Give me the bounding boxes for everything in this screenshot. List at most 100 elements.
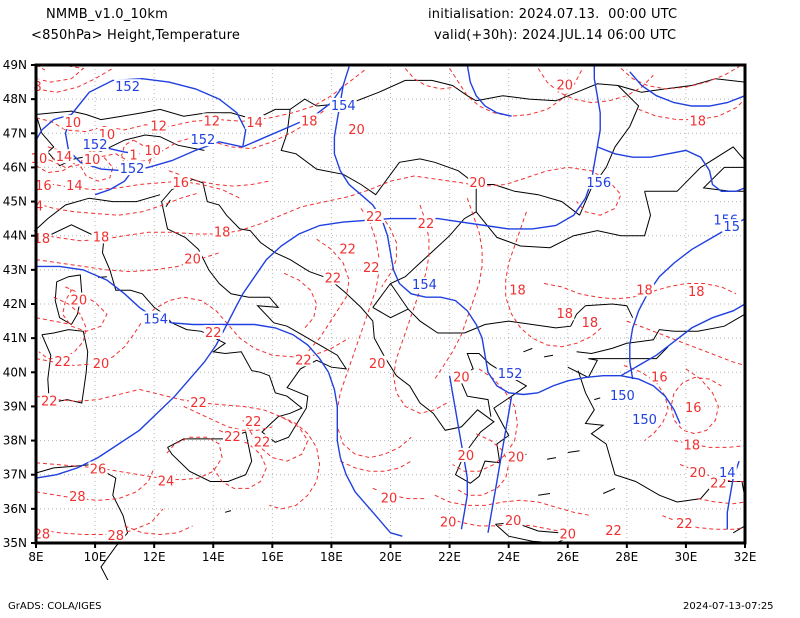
- y-tick-label: 40N: [3, 365, 27, 379]
- y-tick-label: 38N: [3, 434, 27, 448]
- temperature-contour-label: 22: [41, 394, 58, 409]
- x-tick-label: 10E: [84, 550, 107, 564]
- temperature-contour-label: 20: [458, 449, 475, 464]
- temperature-contour-label: 18: [689, 114, 706, 129]
- temperature-contour-label: 1: [129, 148, 137, 163]
- y-tick-label: 49N: [3, 58, 27, 72]
- temperature-contour-label: 18: [582, 316, 599, 331]
- temperature-contour-label: 22: [363, 261, 380, 276]
- height-contour-label: 15: [723, 220, 740, 235]
- temperature-contour-label: 22: [418, 217, 435, 232]
- temperature-contour-label: 14: [246, 116, 263, 131]
- temperature-contour-label: 4: [35, 200, 43, 215]
- height-contour-label: 152: [190, 133, 215, 148]
- temperature-contour-label: 28: [69, 490, 86, 505]
- temperature-contour-label: 18: [636, 283, 653, 298]
- model-title: NMMB_v1.0_10km: [46, 7, 168, 22]
- y-tick-label: 45N: [3, 195, 27, 209]
- height-contour-label: 152: [115, 80, 140, 95]
- temperature-contour-label: 22: [605, 524, 622, 539]
- x-tick-label: 32E: [734, 550, 757, 564]
- temperature-contour-label: 18: [684, 439, 701, 454]
- y-tick-label: 46N: [3, 160, 27, 174]
- temperature-contour-label: 20: [440, 516, 457, 531]
- temperature-contour-label: 20: [184, 253, 201, 268]
- temperature-contour-label: 10: [84, 153, 101, 168]
- y-tick-label: 47N: [3, 126, 27, 140]
- temperature-contour-label: 22: [366, 210, 383, 225]
- height-contour-label: 154: [412, 278, 437, 293]
- temperature-contour-label: 18: [34, 232, 51, 247]
- height-contour-label: 14: [719, 466, 736, 481]
- temperature-contour-label: 20: [559, 527, 576, 542]
- x-tick-label: 18E: [320, 550, 343, 564]
- height-contour-labels: 1521521521521541561561541541521501501415: [81, 79, 742, 481]
- temperature-contour-label: 20: [381, 492, 398, 507]
- temperature-contour-label: 18: [688, 285, 705, 300]
- height-contour-label: 152: [83, 138, 108, 153]
- temperature-contour-label: 24: [158, 475, 175, 490]
- temperature-contour-label: 14: [56, 150, 73, 165]
- temperature-contour-label: 20: [508, 451, 525, 466]
- y-tick-label: 39N: [3, 399, 27, 413]
- temperature-contour-label: 18: [509, 283, 526, 298]
- temperature-contour-label: 22: [254, 435, 271, 450]
- initialisation-time: initialisation: 2024.07.13. 00:00 UTC: [428, 7, 678, 22]
- x-tick-label: 16E: [261, 550, 284, 564]
- height-contour-label: 152: [498, 367, 523, 382]
- temperature-contour-label: 16: [35, 179, 52, 194]
- y-tick-label: 44N: [3, 229, 27, 243]
- height-contour-label: 152: [120, 162, 145, 177]
- temperature-contour-label: 22: [710, 476, 727, 491]
- source-credit: GrADS: COLA/IGES: [8, 601, 102, 612]
- temperature-contour-label: 16: [172, 176, 189, 191]
- height-contour-label: 156: [586, 176, 611, 191]
- temperature-contour-label: 20: [369, 357, 386, 372]
- level-subtitle: <850hPa> Height,Temperature: [31, 28, 241, 43]
- temperature-contour-label: 20: [689, 466, 706, 481]
- x-tick-label: 30E: [674, 550, 697, 564]
- temperature-contour-label: 22: [295, 353, 312, 368]
- temperature-contour-label: 22: [224, 430, 241, 445]
- plot-frame: [31, 63, 747, 548]
- x-tick-label: 14E: [202, 550, 225, 564]
- temperature-contour-label: 14: [66, 179, 83, 194]
- x-tick-label: 28E: [615, 550, 638, 564]
- y-tick-label: 35N: [3, 536, 27, 550]
- x-tick-label: 12E: [143, 550, 166, 564]
- y-axis-labels: 35N 36N 37N 38N 39N 40N 41N 42N 43N 44N 45N 46N 47N 4…: [3, 58, 27, 550]
- height-contour-label: 150: [610, 389, 635, 404]
- temperature-contour-label: 26: [90, 463, 107, 478]
- y-tick-label: 43N: [3, 263, 27, 277]
- y-tick-label: 48N: [3, 92, 27, 106]
- temperature-contour-label: 10: [65, 116, 82, 131]
- map-plot: 8 10 10 12 12 14 10 14 10 1 10 16 14 4 16 18 18 18 18 20 20 1…: [3, 58, 757, 580]
- temperature-contour-label: 16: [685, 401, 702, 416]
- coastlines-borders: [32, 78, 746, 580]
- temperature-contour-label: 22: [339, 242, 356, 257]
- temperature-contour-label: 20: [469, 176, 486, 191]
- x-tick-label: 8E: [28, 550, 43, 564]
- temperature-contour-label: 20: [557, 78, 574, 93]
- temperature-contour-label: 28: [107, 529, 124, 544]
- temperature-contour-label: 22: [54, 355, 71, 370]
- temperature-contour-label: 22: [190, 396, 207, 411]
- temperature-contour-label: 22: [325, 271, 342, 286]
- temperature-contour-label: 22: [205, 326, 222, 341]
- temperature-contour-label: 20: [93, 357, 110, 372]
- temperature-contour-label: 20: [71, 294, 88, 309]
- temperature-contour-label: 20: [453, 370, 470, 385]
- y-tick-label: 36N: [3, 502, 27, 516]
- temperature-contour-label: 16: [651, 370, 668, 385]
- x-tick-label: 22E: [438, 550, 461, 564]
- x-tick-label: 26E: [556, 550, 579, 564]
- temperature-contour-label: 22: [676, 517, 693, 532]
- temperature-contour-label: 18: [93, 230, 110, 245]
- height-contour-label: 154: [331, 99, 356, 114]
- temperature-contour-label: 22: [245, 415, 262, 430]
- height-contour-label: 150: [632, 413, 657, 428]
- y-tick-label: 37N: [3, 468, 27, 482]
